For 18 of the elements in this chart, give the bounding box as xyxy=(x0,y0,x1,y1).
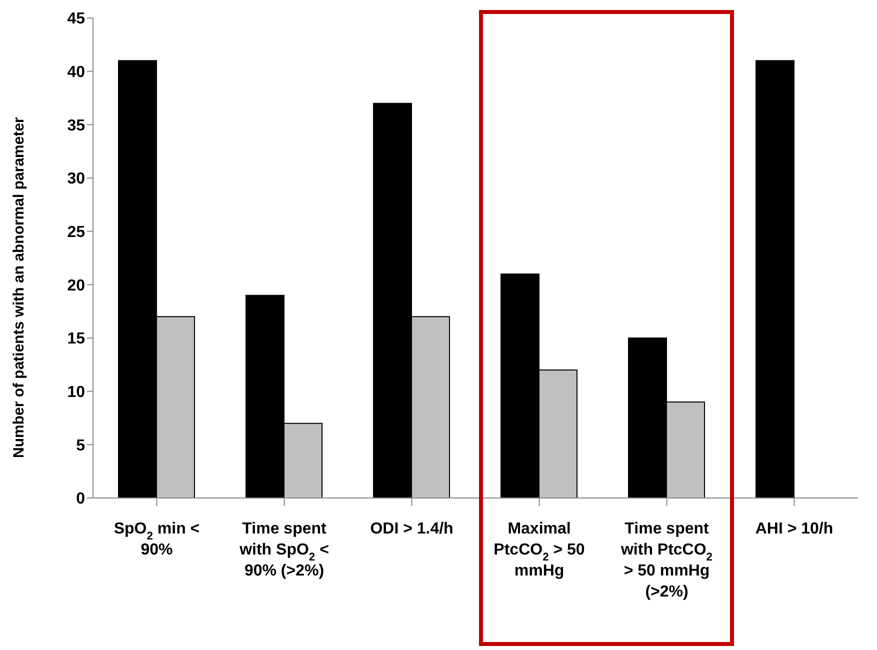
x-tick-label: ODI > 1.4/h xyxy=(370,520,454,538)
x-tick-label: AHI > 10/h xyxy=(755,520,834,538)
x-tick-label: Time spent with SpO$_{2}$ < 90% (>2%) xyxy=(238,520,329,580)
y-tick-label: 10 xyxy=(67,384,86,402)
x-tick-label: Time spent with PtcCO$_{2}$ > 50 mmHg (>2%) xyxy=(620,520,713,600)
y-tick-label: 35 xyxy=(67,117,86,134)
y-tick-label: 20 xyxy=(67,277,86,294)
x-tick-label: SpO$_{2}$ min < 90% xyxy=(114,520,200,558)
y-tick-label: 5 xyxy=(76,437,86,454)
y-tick-label: 0 xyxy=(76,490,86,508)
x-tick-label: Maximal PtcCO$_{2}$ > 50 mmHg xyxy=(494,520,585,580)
y-tick-label: 45 xyxy=(67,10,86,28)
y-axis-title: Number of patients with an abnormal parameter xyxy=(10,116,28,458)
y-tick-label: 15 xyxy=(67,330,86,348)
y-tick-label: 30 xyxy=(67,170,86,188)
y-tick-label: 40 xyxy=(67,64,86,82)
y-tick-label: 25 xyxy=(67,224,86,242)
bar xyxy=(756,60,794,498)
